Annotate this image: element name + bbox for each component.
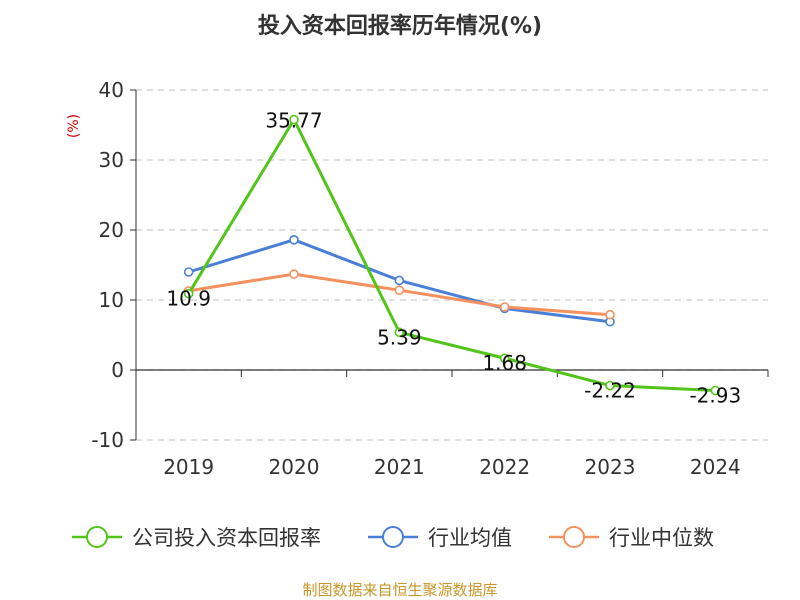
- data-point: [183, 288, 194, 299]
- legend-marker: [382, 526, 404, 548]
- data-labels: 10.9 35.77 5.39 1.68 -2.22 -2.93: [166, 109, 741, 408]
- y-tick-label: -10: [91, 428, 124, 452]
- legend-label: 公司投入资本回报率: [132, 526, 321, 550]
- series-group: [183, 114, 721, 396]
- y-axis-label: (%): [66, 114, 82, 138]
- data-point: [394, 327, 405, 338]
- x-tick-label: 2023: [585, 455, 636, 479]
- data-label: -2.22: [584, 379, 636, 403]
- data-label: 1.68: [482, 351, 527, 375]
- data-point: [394, 275, 405, 286]
- legend: 公司投入资本回报率 行业均值 行业中位数: [72, 526, 714, 550]
- data-point: [289, 269, 299, 279]
- data-label: 10.9: [166, 287, 211, 311]
- data-point: [499, 353, 510, 364]
- data-point: [499, 302, 510, 312]
- x-tick-label: 2019: [163, 455, 214, 479]
- data-label: 35.77: [265, 109, 322, 133]
- legend-marker: [563, 526, 585, 548]
- legend-label: 行业中位数: [609, 526, 714, 550]
- x-tick-label: 2022: [479, 455, 530, 479]
- y-tick-label: 40: [99, 78, 124, 102]
- series-line-0: [187, 118, 716, 393]
- y-tick-label: 10: [99, 288, 124, 312]
- data-point: [394, 285, 405, 296]
- y-tick-label: 30: [99, 148, 124, 172]
- y-tick-label: 20: [99, 218, 124, 242]
- legend-marker: [86, 526, 108, 548]
- data-label: 5.39: [377, 325, 422, 349]
- x-tick-label: 2024: [690, 455, 741, 479]
- x-tick-label: 2021: [374, 455, 425, 479]
- data-point: [183, 267, 194, 277]
- data-point: [289, 235, 299, 245]
- data-point: [605, 309, 615, 320]
- data-label: -2.93: [689, 384, 741, 408]
- axes: -10 0 10 20 30 40 2019 2020 2021 2022 2023 2024: [91, 78, 769, 479]
- data-point: [710, 385, 721, 396]
- data-point: [289, 114, 299, 125]
- chart-title: 投入资本回报率历年情况(%): [258, 13, 542, 39]
- x-tick-label: 2020: [269, 455, 320, 479]
- y-tick-label: 0: [111, 358, 124, 382]
- source-note: 制图数据来自恒生聚源数据库: [302, 581, 497, 599]
- legend-label: 行业均值: [428, 526, 512, 550]
- data-point: [605, 380, 615, 391]
